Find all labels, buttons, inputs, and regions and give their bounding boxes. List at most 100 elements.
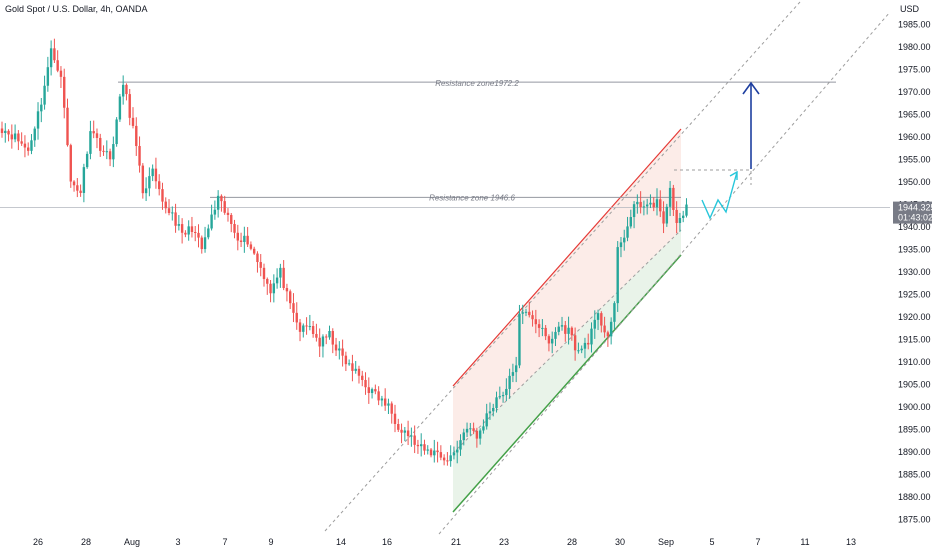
candle-body: [315, 333, 318, 338]
candle-body: [668, 187, 672, 207]
y-tick-label: 1885.00: [898, 470, 931, 480]
candle-body: [616, 247, 619, 304]
candle-body: [66, 107, 69, 146]
candle-body: [544, 327, 547, 337]
candle-body: [118, 96, 122, 120]
y-tick-label: 1915.00: [898, 335, 931, 345]
candle-body: [128, 94, 131, 118]
y-tick-label: 1975.00: [898, 65, 931, 75]
candle-body: [488, 411, 492, 414]
x-tick-label: 14: [336, 537, 346, 547]
candle-body: [23, 143, 27, 148]
candle-body: [577, 350, 580, 352]
candle-body: [626, 226, 629, 238]
candle-body: [194, 231, 197, 233]
candle-body: [613, 303, 616, 322]
overlay-drawings: [674, 81, 760, 220]
candle-body: [534, 319, 538, 325]
resistance-label-lower: Resistance zone 1946.6: [429, 193, 515, 202]
candle-body: [40, 104, 43, 112]
candle-body: [642, 206, 646, 208]
candle-body: [439, 452, 443, 458]
x-tick-label: 30: [615, 537, 625, 547]
candle-body: [174, 212, 177, 226]
candle-body: [655, 199, 659, 208]
x-tick-label: 23: [499, 537, 509, 547]
candle-body: [334, 344, 338, 351]
candle-body: [246, 235, 249, 245]
channel-mid-line: [452, 229, 682, 454]
candle-body: [659, 199, 662, 212]
candle-body: [177, 224, 181, 226]
candle-body: [456, 449, 459, 453]
y-tick-label: 1920.00: [898, 312, 931, 322]
candle-body: [492, 407, 495, 412]
x-tick-label: 7: [222, 537, 227, 547]
projection-arrow-head: [742, 81, 760, 95]
candle-body: [167, 208, 171, 213]
y-tick-label: 1880.00: [898, 492, 931, 502]
candle-body: [105, 151, 108, 153]
candle-body: [410, 435, 413, 437]
candle-body: [354, 368, 357, 371]
candle-body: [452, 452, 456, 456]
candle-body: [56, 60, 59, 71]
candle-body: [609, 321, 613, 337]
candle-body: [685, 204, 688, 216]
candle-body: [164, 201, 167, 209]
y-tick-label: 1980.00: [898, 42, 931, 52]
candle-body: [13, 133, 17, 140]
candle-body: [505, 388, 508, 396]
candle-body: [49, 48, 53, 68]
candle-body: [426, 449, 429, 451]
trend-lines: Resistance zone1972.2 Resistance zone 194…: [0, 1, 891, 535]
x-tick-label: 28: [567, 537, 577, 547]
candle-body: [672, 187, 675, 210]
candle-body: [583, 342, 587, 349]
candle-body: [112, 144, 115, 160]
y-tick-label: 1910.00: [898, 357, 931, 367]
projected-zigzag: [701, 171, 738, 220]
candle-body: [639, 201, 642, 208]
candle-body: [197, 232, 200, 238]
y-tick-label: 1985.00: [898, 20, 931, 30]
candle-body: [216, 195, 220, 210]
candle-body: [17, 133, 20, 142]
candle-body: [675, 209, 678, 223]
candle-body: [472, 428, 475, 431]
candle-body: [682, 215, 685, 218]
candle-body: [403, 430, 407, 433]
x-tick-label: Sep: [658, 537, 674, 547]
candle-body: [63, 76, 66, 108]
candle-body: [495, 397, 498, 408]
x-tick-label: 21: [451, 537, 461, 547]
candle-body: [161, 189, 164, 202]
candle-body: [587, 342, 590, 345]
candle-body: [619, 242, 623, 248]
candle-body: [282, 267, 285, 289]
x-tick-label: 28: [81, 537, 91, 547]
candle-body: [33, 128, 36, 141]
candle-body: [30, 140, 33, 151]
y-tick-label: 1965.00: [898, 110, 931, 120]
y-tick-label: 1970.00: [898, 87, 931, 97]
price-axis: 1875.00 1880.00 1885.00 1890.00 1895.00 1900.…: [893, 20, 932, 525]
candle-body: [508, 375, 511, 389]
y-tick-label: 1890.00: [898, 447, 931, 457]
candle-body: [148, 176, 151, 189]
candle-body: [429, 449, 433, 456]
channel-lower-fill: [453, 230, 681, 512]
candle-body: [357, 368, 361, 376]
candle-body: [321, 336, 325, 347]
candle-body: [623, 237, 626, 243]
channel-upper-line: [452, 128, 682, 387]
candle-body: [79, 190, 82, 193]
candle-body: [560, 325, 564, 327]
candle-body: [99, 137, 102, 151]
candle-body: [557, 326, 560, 332]
candle-body: [125, 84, 128, 95]
candle-body: [423, 444, 426, 451]
candle-body: [406, 430, 410, 437]
candle-body: [528, 311, 531, 316]
